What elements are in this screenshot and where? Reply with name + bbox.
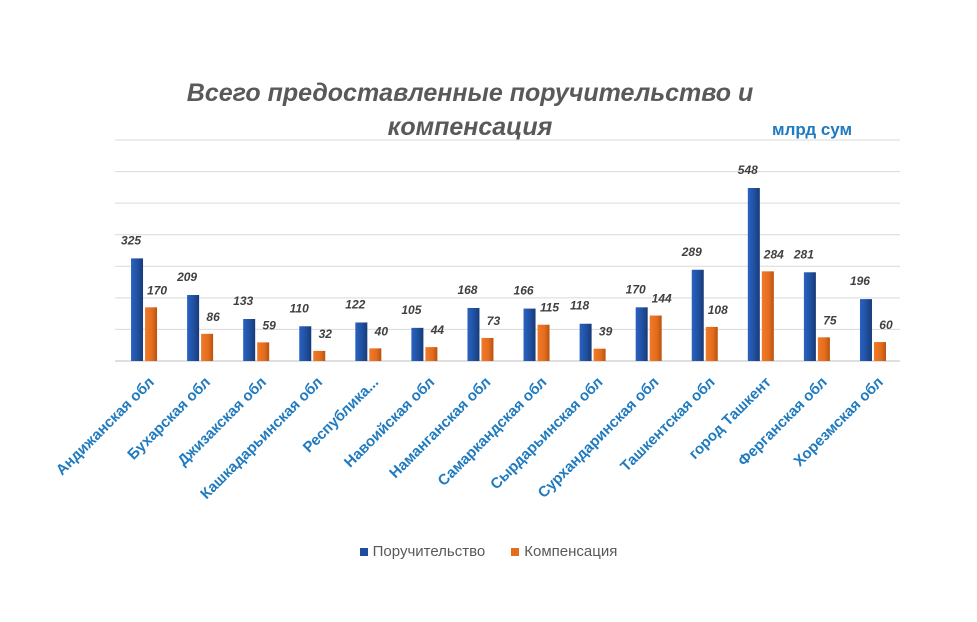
bar-poruchitelstvo[interactable] (859, 299, 872, 361)
bar-poruchitelstvo[interactable] (579, 323, 592, 361)
data-label: 60 (879, 318, 893, 332)
category-label: Сырдарьинская обл (487, 374, 606, 493)
data-label: 73 (487, 314, 501, 328)
bar-poruchitelstvo[interactable] (411, 327, 424, 361)
unit-label: млрд сум (772, 120, 853, 139)
data-label: 168 (457, 283, 477, 297)
legend-label-poruchitelstvo: Поручительство (372, 543, 486, 560)
data-label: 284 (763, 247, 784, 261)
bar-kompensaciya[interactable] (873, 342, 886, 361)
data-label: 289 (681, 245, 702, 259)
data-label: 281 (793, 247, 814, 261)
bar-poruchitelstvo[interactable] (691, 269, 704, 361)
data-label: 40 (374, 324, 389, 338)
category-label: Наманганская обл (386, 374, 494, 482)
bar-kompensaciya[interactable] (145, 307, 158, 361)
bar-poruchitelstvo[interactable] (635, 307, 648, 361)
category-label: Самаркандская обл (435, 374, 551, 490)
data-label: 32 (319, 327, 333, 341)
legend-label-kompensaciya: Компенсация (524, 543, 618, 560)
bar-kompensaciya[interactable] (817, 337, 830, 361)
data-label: 133 (233, 294, 253, 308)
bar-poruchitelstvo[interactable] (299, 326, 312, 361)
bar-poruchitelstvo[interactable] (187, 295, 200, 361)
data-label: 166 (514, 284, 534, 298)
data-label: 170 (147, 283, 167, 297)
bar-poruchitelstvo[interactable] (803, 272, 816, 361)
bar-poruchitelstvo[interactable] (355, 322, 368, 361)
data-label: 122 (345, 297, 365, 311)
data-label: 105 (401, 303, 421, 317)
data-label: 44 (430, 323, 445, 337)
category-label: Андижанская обл (53, 374, 158, 479)
bar-poruchitelstvo[interactable] (467, 307, 480, 361)
bar-kompensaciya[interactable] (705, 326, 718, 361)
bar-kompensaciya[interactable] (537, 324, 550, 361)
category-label: Ташкентская обл (617, 374, 718, 475)
bar-kompensaciya[interactable] (593, 348, 606, 361)
data-labels: 325 170 209 86 133 59 110 32 122 40 105 44 168 73 166 1… (121, 163, 893, 341)
data-label: 108 (708, 303, 728, 317)
data-label: 548 (738, 163, 758, 177)
bar-kompensaciya[interactable] (257, 342, 270, 361)
bars (131, 187, 886, 361)
bar-poruchitelstvo[interactable] (747, 187, 760, 361)
bar-kompensaciya[interactable] (649, 315, 662, 361)
data-label: 325 (121, 233, 141, 247)
data-label: 110 (290, 301, 309, 315)
data-label: 209 (176, 270, 197, 284)
bar-kompensaciya[interactable] (481, 337, 494, 361)
data-label: 118 (570, 299, 589, 313)
data-label: 75 (823, 313, 837, 327)
bar-kompensaciya[interactable] (761, 271, 774, 361)
legend-item-poruchitelstvo[interactable]: Поручительство (359, 543, 486, 560)
bar-kompensaciya[interactable] (425, 347, 438, 361)
bar-poruchitelstvo[interactable] (243, 319, 256, 361)
bar-kompensaciya[interactable] (313, 350, 326, 361)
legend-swatch-kompensaciya (511, 547, 520, 556)
data-label: 115 (540, 301, 559, 315)
data-label: 170 (626, 282, 646, 296)
bar-poruchitelstvo[interactable] (131, 258, 144, 361)
bar-poruchitelstvo[interactable] (523, 308, 536, 361)
data-label: 196 (850, 274, 870, 288)
legend: Поручительство Компенсация (0, 543, 977, 560)
bar-kompensaciya[interactable] (201, 333, 214, 361)
data-label: 144 (652, 292, 672, 306)
legend-item-kompensaciya[interactable]: Компенсация (511, 543, 617, 560)
chart-title: Всего предоставленные поручительство и к… (186, 79, 754, 141)
data-label: 39 (599, 325, 613, 339)
legend-swatch-poruchitelstvo (359, 547, 368, 556)
data-label: 86 (206, 310, 220, 324)
bar-kompensaciya[interactable] (369, 348, 382, 361)
data-label: 59 (262, 318, 276, 332)
